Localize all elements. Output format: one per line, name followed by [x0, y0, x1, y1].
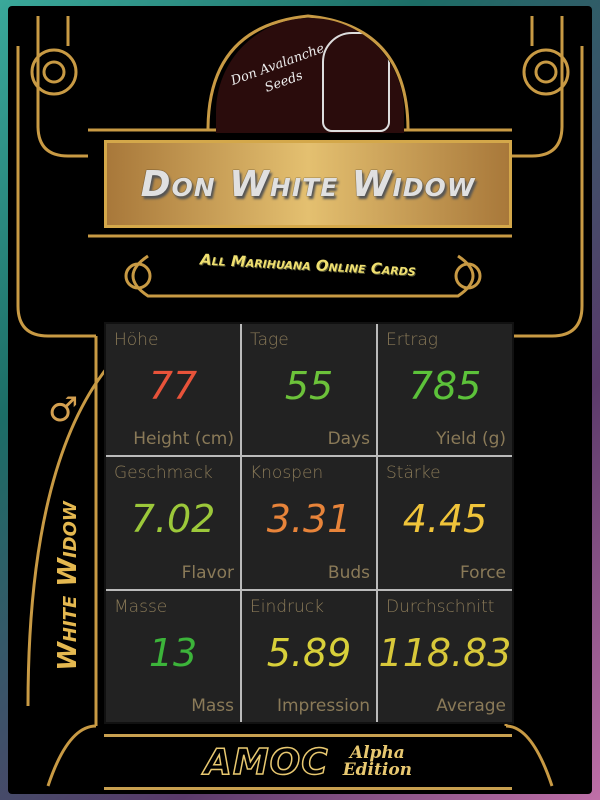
stat-cell: Tage 55 Days: [242, 324, 376, 456]
edition-line1: Alpha: [349, 743, 405, 763]
stat-label-de: Ertrag: [386, 330, 439, 350]
edition-label: Alpha Edition: [343, 745, 412, 779]
stat-label-de: Masse: [114, 596, 168, 617]
stat-label-en: Days: [327, 429, 370, 450]
stat-cell: Höhe 77 Height (cm): [106, 324, 240, 456]
stat-value: 785: [408, 364, 482, 408]
stat-value: 55: [284, 364, 334, 408]
stat-cell: Stärke 4.45 Force: [378, 457, 512, 589]
stat-label-en: Height (cm): [133, 429, 234, 450]
male-symbol-icon: ♂: [48, 390, 79, 430]
stat-cell: Knospen 3.31 Buds: [242, 457, 376, 589]
stat-label-en: Yield (g): [436, 429, 506, 450]
stat-label-de: Tage: [250, 330, 289, 350]
stat-cell: Geschmack 7.02 Flavor: [106, 457, 240, 589]
mascot-illustration: [322, 32, 390, 132]
stat-label-de: Geschmack: [114, 463, 213, 484]
edition-line2: Edition: [342, 760, 413, 780]
stat-label-de: Knospen: [250, 463, 324, 484]
stat-cell: Masse 13 Mass: [106, 590, 240, 722]
title-banner: Don White Widow: [104, 140, 512, 228]
footer-banner: AMOC Alpha Edition: [104, 734, 512, 790]
card-face: Don Avalanche Seeds Don White Widow All …: [8, 6, 592, 794]
stat-value: 13: [148, 630, 198, 675]
stat-value: 7.02: [130, 497, 216, 542]
stat-value: 4.45: [402, 497, 488, 542]
stat-label-en: Force: [460, 562, 506, 583]
stat-label-en: Impression: [276, 695, 370, 716]
stat-cell: Durchschnitt 118.83 Average: [378, 590, 512, 722]
stat-label-en: Mass: [191, 695, 234, 716]
side-label: White Widow: [38, 446, 98, 726]
stat-value: 118.83: [378, 630, 512, 675]
stat-label-de: Durchschnitt: [386, 596, 495, 617]
stat-value: 77: [148, 364, 198, 408]
strain-name-vertical: White Widow: [53, 501, 83, 671]
card-title: Don White Widow: [140, 163, 476, 205]
stat-label-en: Flavor: [181, 562, 234, 583]
stat-cell: Eindruck 5.89 Impression: [242, 590, 376, 722]
stat-label-de: Höhe: [114, 330, 159, 350]
stat-cell: Ertrag 785 Yield (g): [378, 324, 512, 456]
stat-label-en: Buds: [327, 562, 370, 583]
stat-value: 5.89: [266, 630, 352, 675]
stat-value: 3.31: [266, 497, 352, 542]
stat-label-de: Stärke: [386, 463, 441, 484]
footer-brand: AMOC: [203, 741, 329, 784]
stat-label-de: Eindruck: [250, 596, 324, 617]
stats-grid: Höhe 77 Height (cm) Tage 55 Days Ertrag 78…: [104, 322, 514, 724]
art-deco-ornament: [16, 14, 584, 787]
stat-label-en: Average: [436, 695, 506, 716]
